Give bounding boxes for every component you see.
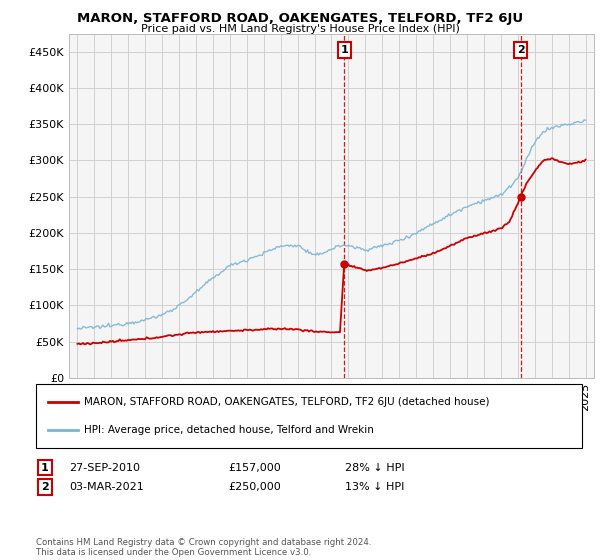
Text: 13% ↓ HPI: 13% ↓ HPI — [345, 482, 404, 492]
Text: 2: 2 — [517, 45, 524, 55]
Text: Price paid vs. HM Land Registry's House Price Index (HPI): Price paid vs. HM Land Registry's House … — [140, 24, 460, 34]
Text: 1: 1 — [41, 463, 49, 473]
Text: 03-MAR-2021: 03-MAR-2021 — [69, 482, 144, 492]
Text: 2: 2 — [41, 482, 49, 492]
Text: 1: 1 — [340, 45, 348, 55]
Text: HPI: Average price, detached house, Telford and Wrekin: HPI: Average price, detached house, Telf… — [84, 425, 374, 435]
Text: £250,000: £250,000 — [228, 482, 281, 492]
Text: MARON, STAFFORD ROAD, OAKENGATES, TELFORD, TF2 6JU (detached house): MARON, STAFFORD ROAD, OAKENGATES, TELFOR… — [84, 396, 490, 407]
Text: MARON, STAFFORD ROAD, OAKENGATES, TELFORD, TF2 6JU: MARON, STAFFORD ROAD, OAKENGATES, TELFOR… — [77, 12, 523, 25]
Text: 27-SEP-2010: 27-SEP-2010 — [69, 463, 140, 473]
Text: 28% ↓ HPI: 28% ↓ HPI — [345, 463, 404, 473]
Text: £157,000: £157,000 — [228, 463, 281, 473]
Text: Contains HM Land Registry data © Crown copyright and database right 2024.
This d: Contains HM Land Registry data © Crown c… — [36, 538, 371, 557]
